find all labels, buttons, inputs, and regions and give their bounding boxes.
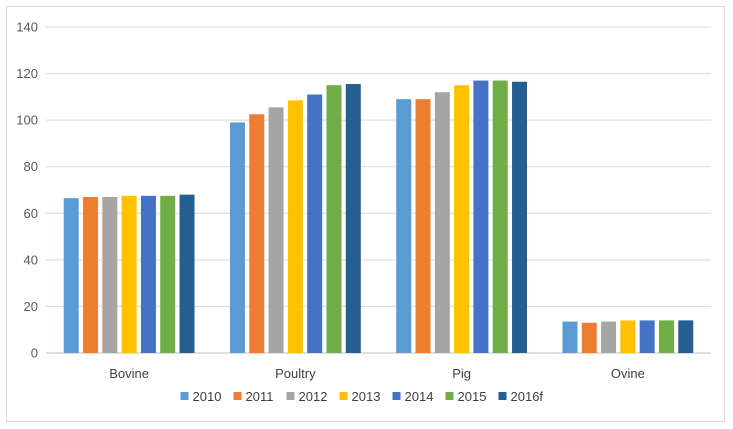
legend-label: 2013 — [352, 389, 381, 404]
y-tick-label: 80 — [24, 159, 38, 174]
bar — [102, 196, 118, 353]
bar — [229, 122, 245, 353]
bar — [454, 85, 470, 353]
legend-label: 2016f — [511, 389, 544, 404]
bar — [639, 320, 655, 353]
category-label: Poultry — [275, 366, 316, 381]
category-label: Pig — [452, 366, 471, 381]
bar — [83, 196, 99, 353]
bar — [268, 107, 284, 353]
legend-swatch — [445, 392, 454, 400]
bar — [658, 320, 674, 353]
y-tick-label: 100 — [16, 113, 38, 128]
legend-swatch — [286, 392, 295, 400]
legend-label: 2015 — [458, 389, 487, 404]
bar — [562, 321, 578, 353]
bar — [63, 198, 79, 353]
bar — [415, 99, 431, 353]
legend-label: 2011 — [246, 389, 274, 404]
y-tick-label: 140 — [16, 20, 38, 35]
bar — [620, 320, 636, 353]
y-tick-label: 0 — [31, 346, 38, 361]
bar — [492, 80, 508, 354]
legend-label: 2014 — [405, 389, 434, 404]
legend-swatch — [339, 392, 348, 400]
bar — [121, 195, 137, 353]
bar — [601, 321, 617, 353]
bar — [307, 94, 323, 354]
bar — [678, 320, 694, 353]
bar — [581, 322, 597, 353]
legend-label: 2012 — [299, 389, 328, 404]
legend-label: 2010 — [193, 389, 222, 404]
bar — [345, 84, 361, 354]
legend-swatch — [498, 392, 507, 400]
bar — [473, 80, 489, 354]
y-tick-label: 20 — [24, 299, 38, 314]
bar — [396, 99, 412, 353]
bar — [512, 81, 528, 353]
legend-swatch — [233, 392, 242, 400]
y-tick-label: 120 — [16, 66, 38, 81]
bar — [326, 85, 342, 353]
bar — [249, 114, 265, 353]
y-tick-label: 40 — [24, 252, 38, 267]
bar — [140, 195, 156, 353]
category-label: Ovine — [611, 366, 645, 381]
bar — [287, 100, 303, 353]
y-tick-label: 60 — [24, 206, 38, 221]
bar — [434, 92, 450, 353]
bar — [160, 195, 176, 353]
bar — [179, 194, 195, 353]
legend-swatch — [392, 392, 401, 400]
legend-swatch — [180, 392, 189, 400]
category-label: Bovine — [109, 366, 149, 381]
